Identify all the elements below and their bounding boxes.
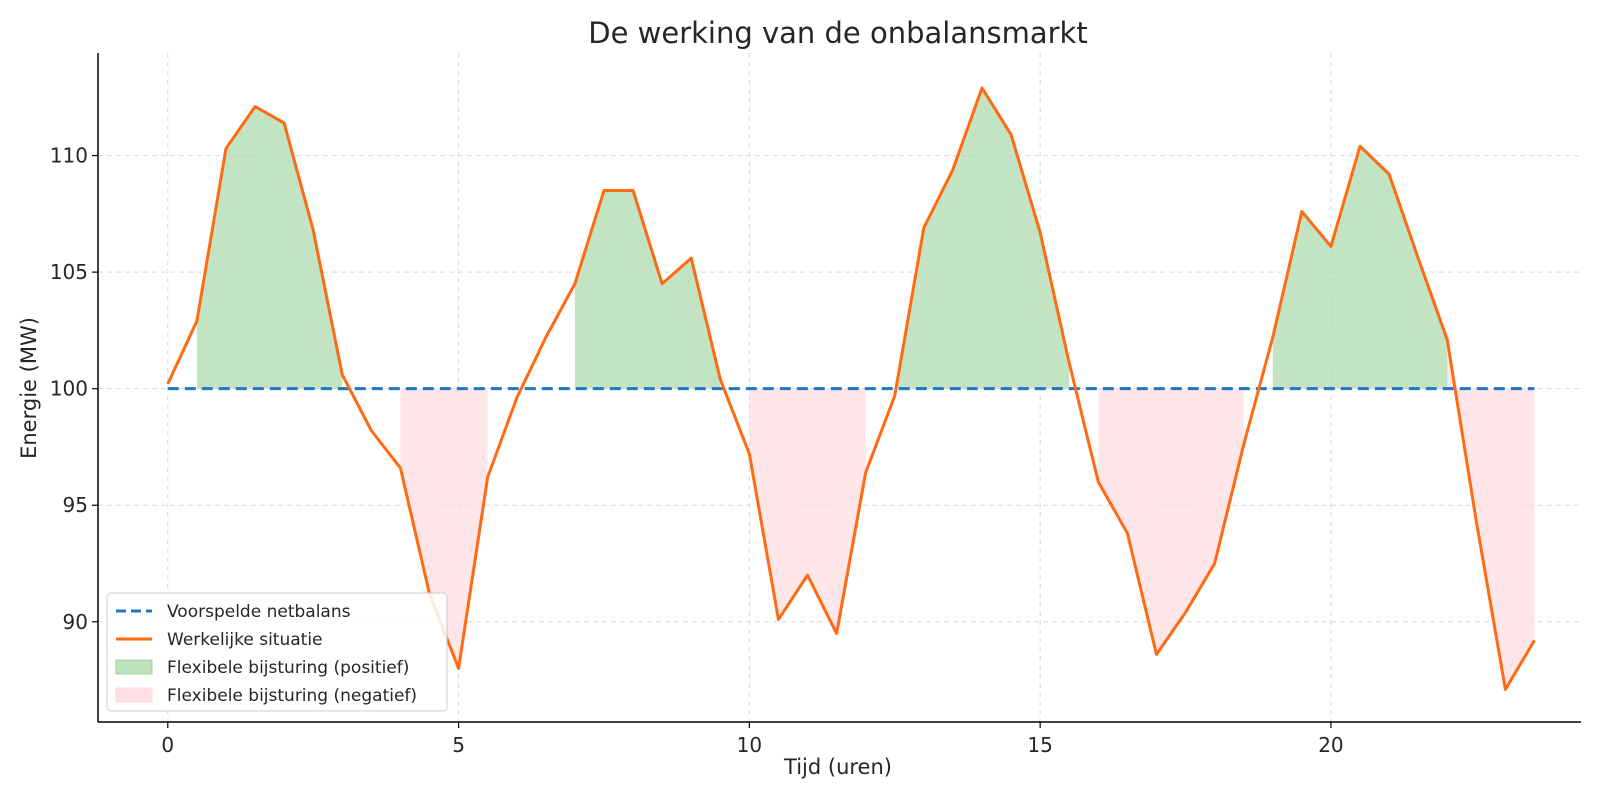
fill-positive-area — [1272, 146, 1448, 389]
y-tick-label: 110 — [50, 144, 88, 168]
legend-label-negative: Flexibele bijsturing (negatief) — [167, 686, 417, 706]
y-tick-label: 105 — [50, 260, 88, 284]
y-tick-label: 95 — [63, 493, 88, 517]
y-axis-label: Energie (MW) — [17, 317, 41, 459]
x-tick-label: 0 — [161, 733, 174, 757]
series-line-actual — [166, 86, 1536, 691]
legend-label-positive: Flexibele bijsturing (positief) — [167, 658, 409, 678]
fill-negative-area — [749, 388, 866, 634]
x-tick-label: 15 — [1027, 733, 1052, 757]
legend-label-forecast: Voorspelde netbalans — [167, 602, 351, 622]
plot-area: 0 5 10 15 20 90 95 100 105 110 — [50, 53, 1581, 757]
y-tick-label: 100 — [50, 377, 88, 401]
x-tick-label: 10 — [737, 733, 762, 757]
chart-title: De werking van de onbalansmarkt — [588, 16, 1087, 50]
fill-positive-area — [574, 190, 721, 389]
legend-frame — [106, 592, 448, 712]
x-tick-label: 5 — [452, 733, 465, 757]
legend: Voorspelde netbalans Werkelijke situatie… — [106, 592, 448, 712]
fill-positive-area — [894, 87, 1070, 396]
fill-positive-area — [196, 106, 343, 389]
fill-negative-area — [400, 388, 488, 669]
y-tick-label: 90 — [63, 610, 88, 634]
fill-negative-area — [1447, 339, 1535, 690]
x-axis-label: Tijd (uren) — [783, 755, 892, 779]
legend-swatch-negative — [115, 687, 153, 703]
legend-label-actual: Werkelijke situatie — [167, 630, 323, 650]
fill-negative-area — [1098, 388, 1244, 655]
legend-swatch-positive — [115, 659, 153, 675]
x-tick-label: 20 — [1318, 733, 1343, 757]
